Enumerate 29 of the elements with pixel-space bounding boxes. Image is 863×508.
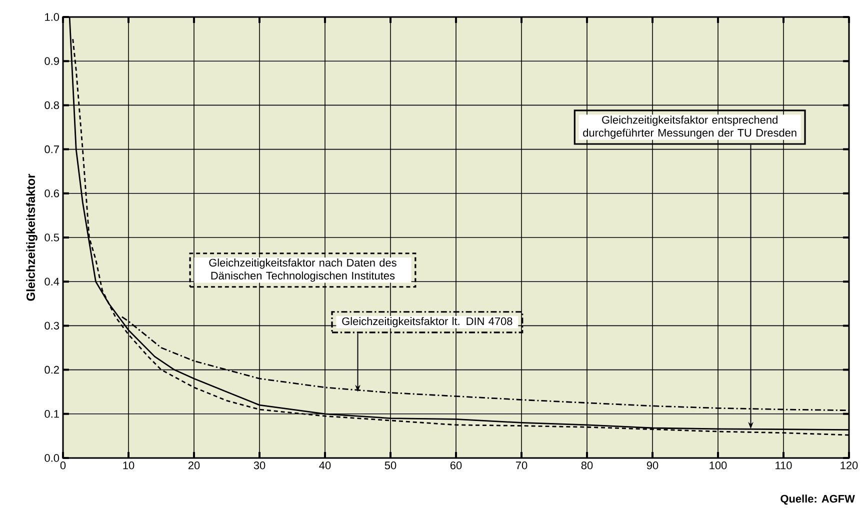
y-tick-label: 0.8 <box>44 101 59 110</box>
y-tick-label: 0.9 <box>44 57 59 65</box>
annotation: Gleichzeitigkeitsfaktor lt. DIN 4708 <box>342 317 512 328</box>
y-tick-label: 0.0 <box>44 454 60 462</box>
y-tick-label: 0.6 <box>44 190 59 198</box>
annotation: Gleichzeitigkeitsfaktor entsprechend durchgeführter Messungen der TU Dresden <box>583 116 796 139</box>
x-tick-label: 80 <box>581 462 593 470</box>
y-tick-label: 0.4 <box>44 278 60 286</box>
x-tick-label: 30 <box>254 462 266 470</box>
annotation: Gleichzeitigkeitsfaktor nach Daten des Dänischen Technologischen Institutes <box>209 258 396 282</box>
y-tick-label: 0.3 <box>44 322 59 330</box>
x-tick-label: 20 <box>188 462 200 470</box>
x-tick-label: 0 <box>60 462 66 470</box>
x-tick-label: 120 <box>840 462 858 470</box>
x-tick-label: 110 <box>776 462 792 470</box>
x-tick-label: 100 <box>710 462 727 470</box>
y-tick-label: 0.1 <box>44 410 59 418</box>
y-tick-label: 0.2 <box>44 366 59 374</box>
y-tick-label: 0.7 <box>44 145 59 154</box>
x-tick-label: 40 <box>319 462 331 470</box>
y-tick-label: 0.5 <box>44 234 60 242</box>
y-axis-title: Gleichzeitigkeitsfaktor <box>26 174 38 301</box>
source-note: Quelle: AGFW <box>780 494 855 505</box>
x-tick-label: 60 <box>450 462 462 470</box>
x-tick-label: 50 <box>384 462 396 470</box>
y-tick-label: 1.0 <box>45 13 60 21</box>
x-tick-label: 10 <box>123 462 134 470</box>
x-tick-label: 90 <box>646 462 658 470</box>
x-tick-label: 70 <box>516 462 528 470</box>
